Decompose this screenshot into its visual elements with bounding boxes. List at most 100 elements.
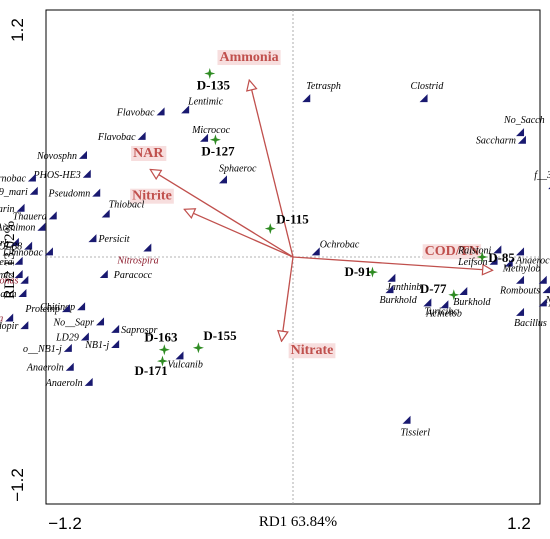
species-marker-micrococ	[200, 133, 209, 142]
sample-markers: D-135 D-127 D-115 D-91 D-85 D-77 D-163 D-155 D-1…	[134, 68, 515, 378]
species-marker-no-sapr	[96, 317, 105, 326]
sample-label-d-85: D-85	[488, 250, 515, 265]
species-marker-flavobac	[137, 131, 146, 140]
sample-marker-d-163	[158, 344, 170, 356]
species-label-tissierl: Tissierl	[401, 428, 431, 439]
species-label-proteinp: Proteinp	[24, 304, 60, 315]
sample-marker-d-155	[192, 342, 204, 354]
sample-label-d-127: D-127	[201, 144, 235, 159]
species-label-s9-marin: S9_marin	[0, 204, 15, 215]
y-tick-label-max: 1.2	[8, 18, 27, 42]
species-marker-truepera	[14, 256, 23, 265]
species-label-thauera: Thauera	[13, 211, 47, 222]
species-label-nb1-j: NB1-j	[84, 340, 109, 351]
species-marker-ns9-mari	[29, 186, 38, 195]
env-label-nitrate: Nitrate	[291, 343, 334, 358]
species-marker-lentimic	[181, 105, 190, 114]
species-marker-paracocc	[99, 270, 108, 279]
species-label-lentimic: Lentimic	[187, 96, 224, 107]
env-arrow-nitrite	[185, 210, 294, 258]
species-label-burkhold: Burkhold	[379, 295, 417, 306]
species-label-clostrid: Clostrid	[411, 81, 445, 92]
species-marker-arenimon	[37, 222, 46, 231]
environmental-factor-arrows: Ammonia NAR Nitrite Nitrate COD/TN	[130, 50, 492, 359]
species-marker-thiobacl	[101, 209, 110, 218]
species-marker-methylob	[504, 258, 513, 267]
species-marker-saccharm	[18, 288, 27, 297]
species-marker-acetoana	[538, 298, 547, 307]
sample-label-d-77: D-77	[420, 281, 447, 296]
species-label-paracocc: Paracocc	[113, 270, 153, 281]
species-marker-tissierl	[402, 415, 411, 424]
species-label-carnobac: Carnobac	[0, 174, 26, 185]
species-label-no-c-wwe: No_c_WWE	[545, 295, 550, 306]
species-marker-anaerocl	[516, 247, 525, 256]
species-marker-novosphn	[78, 150, 87, 159]
species-marker-acinetob	[440, 300, 449, 309]
species-label-rhodopir: Rhodopir	[0, 321, 18, 332]
species-marker-no-c-wwe	[542, 285, 550, 294]
species-label-turicibc: Turicibc	[424, 306, 458, 317]
species-marker-ralstoni	[493, 245, 502, 254]
species-label-arenimon: Arenimon	[0, 223, 35, 234]
species-marker-nitrospira	[143, 243, 152, 252]
env-label-nitrite: Nitrite	[132, 189, 172, 204]
species-label-diaphorb: Diaphorb	[0, 238, 9, 249]
species-label-flavobac: Flavobac	[116, 107, 155, 118]
species-label-acinetob: Acinetob	[425, 308, 462, 319]
sample-label-d-91: D-91	[344, 264, 371, 279]
env-label-ammonia: Ammonia	[219, 50, 278, 65]
species-label-nitrospira: Nitrospira	[116, 256, 158, 267]
species-marker-saprospr	[111, 324, 120, 333]
species-marker-nitrolancea	[5, 313, 14, 322]
species-marker-chitinop	[77, 302, 86, 311]
env-arrow-ammonia	[249, 81, 294, 258]
species-marker-janthinb	[387, 273, 396, 282]
species-label-hyphomic: Hyphomic	[0, 270, 13, 281]
sample-marker-d-135	[204, 68, 216, 79]
species-marker-rhodopir	[20, 321, 29, 330]
species-label-novosphn: Novosphn	[36, 151, 77, 162]
species-label-anaeroln: Anaeroln	[45, 378, 83, 389]
species-label-ochrobac: Ochrobac	[320, 239, 360, 250]
species-label-micrococ: Micrococ	[191, 125, 231, 136]
species-label-saccharm: Saccharm	[0, 289, 16, 300]
x-axis-title: RD1 63.84%	[259, 514, 337, 530]
env-label-background	[131, 145, 167, 161]
sample-marker-d-91	[367, 266, 378, 278]
species-marker-thauera	[48, 211, 57, 220]
species-label-truepera: Truepera	[0, 257, 13, 268]
species-label-saprospr: Saprospr	[121, 325, 157, 336]
sample-marker-d-127	[209, 134, 221, 146]
species-label-anaerocl: Anaerocl	[515, 255, 550, 266]
species-marker-pseudomn	[92, 188, 101, 197]
species-marker-rombouts	[516, 275, 525, 284]
sample-label-d-135: D-135	[197, 77, 231, 92]
species-marker-s9-marin	[16, 203, 25, 212]
species-markers: Tetrasph Clostrid Flavobac Lentimic No_Sacch…	[0, 81, 550, 439]
species-marker-sphaeroc	[218, 175, 227, 184]
env-arrow-nar	[151, 170, 294, 258]
species-label-olb8: OLB8	[0, 242, 22, 253]
species-marker-phos-he3	[82, 169, 91, 178]
sample-marker-d-77	[448, 289, 460, 301]
species-label-ns9-mari: NS9_mari	[0, 187, 28, 198]
species-label-no-sapr: No__Sapr	[52, 317, 94, 328]
x-tick-label-max: 1.2	[507, 514, 531, 533]
species-label-chitinop: Chitinop	[40, 302, 75, 313]
y-tick-label-min: −1.2	[8, 468, 27, 502]
species-marker-vulcanib	[175, 351, 184, 360]
env-arrow-cod-tn	[292, 256, 492, 270]
species-marker-saccharm	[517, 135, 526, 144]
species-label-nitrosomonas: Nitrosomonas	[0, 276, 18, 287]
species-label-phos-he3: PHOS-HE3	[33, 170, 81, 181]
env-label-background	[217, 50, 281, 66]
sample-marker-d-85	[476, 251, 488, 263]
species-marker-proteinp	[61, 304, 70, 313]
y-axis-title: RD2 13.02%	[2, 221, 18, 299]
species-marker-nb1-j	[111, 340, 120, 349]
species-marker-burkhold	[459, 287, 468, 296]
x-tick-label-min: −1.2	[48, 514, 82, 533]
species-marker-anaeroln	[65, 362, 74, 371]
